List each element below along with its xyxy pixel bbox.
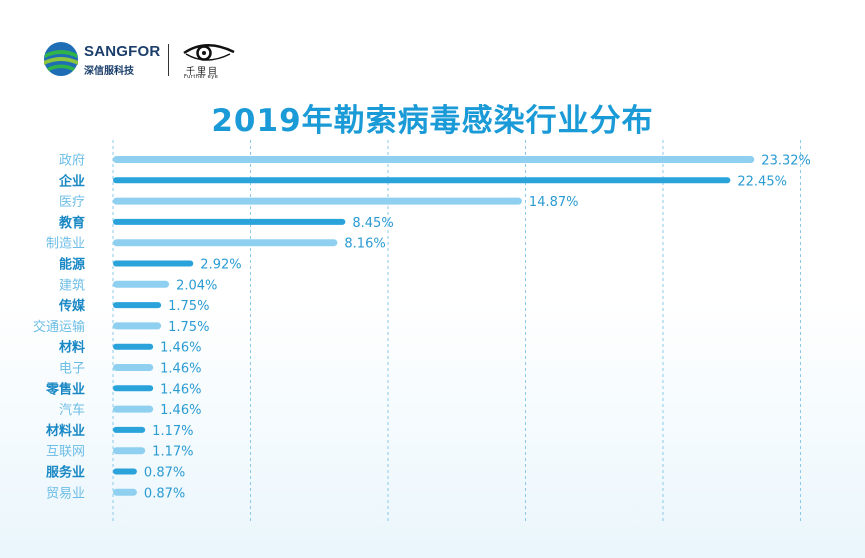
category-label: 能源	[59, 257, 85, 273]
brand-name: SANGFOR	[84, 43, 161, 60]
value-label: 0.87%	[144, 486, 185, 501]
category-label: 政府	[59, 154, 85, 169]
bar	[113, 343, 154, 350]
value-label: 1.75%	[168, 320, 209, 335]
value-label: 1.46%	[160, 403, 201, 418]
bar	[113, 239, 338, 247]
category-label: 交通运输	[33, 319, 85, 335]
category-label: 零售业	[45, 381, 85, 397]
bar	[113, 302, 162, 309]
bar	[113, 218, 346, 225]
bar	[113, 405, 154, 413]
category-label: 服务业	[46, 465, 85, 481]
eye-icon	[183, 44, 235, 61]
value-label: 1.75%	[168, 299, 209, 314]
value-label: 8.16%	[344, 237, 385, 252]
value-label: 1.17%	[152, 424, 193, 439]
category-label: 贸易业	[46, 486, 85, 501]
brand-sub: 深信服科技	[84, 66, 134, 77]
category-label: 汽车	[59, 402, 85, 418]
bar	[113, 156, 755, 163]
category-label: 企业	[58, 173, 85, 189]
value-label: 1.46%	[160, 382, 201, 397]
value-label: 8.45%	[352, 216, 393, 231]
bar	[113, 177, 731, 184]
bar	[113, 488, 137, 496]
category-label: 制造业	[46, 237, 85, 252]
value-label: 0.87%	[144, 466, 185, 481]
category-label: 医疗	[59, 195, 85, 210]
value-label: 1.17%	[152, 445, 193, 460]
bar	[113, 468, 137, 475]
value-label: 23.32%	[761, 154, 811, 169]
bar	[113, 260, 194, 267]
further-eye-logo: 千里目 Further eye	[180, 40, 240, 82]
bar	[113, 364, 154, 371]
bar	[113, 322, 162, 330]
bar	[113, 280, 170, 288]
bar	[113, 447, 146, 455]
value-label: 1.46%	[160, 341, 201, 356]
category-label: 互联网	[46, 445, 85, 460]
sangfor-globe-icon	[44, 42, 78, 76]
chart-title: 2019年勒索病毒感染行业分布	[211, 103, 654, 139]
category-label: 建筑	[59, 277, 85, 293]
bar	[113, 197, 522, 205]
value-label: 2.04%	[176, 278, 217, 293]
logo-divider	[168, 44, 169, 76]
bar	[113, 426, 146, 433]
sangfor-logo: SANGFOR 深信服科技	[42, 40, 192, 80]
category-label: 教育	[58, 215, 85, 231]
partner-sub: Further eye	[184, 74, 219, 80]
category-label: 传媒	[58, 298, 86, 314]
category-label: 材料业	[46, 423, 85, 439]
value-label: 2.92%	[200, 258, 241, 273]
value-label: 1.46%	[160, 362, 201, 377]
category-label: 材料	[59, 340, 85, 356]
category-label: 电子	[59, 362, 85, 377]
value-label: 14.87%	[529, 195, 579, 210]
partner-name: 千里目	[186, 67, 220, 77]
bar	[113, 385, 154, 392]
value-label: 22.45%	[737, 174, 787, 189]
